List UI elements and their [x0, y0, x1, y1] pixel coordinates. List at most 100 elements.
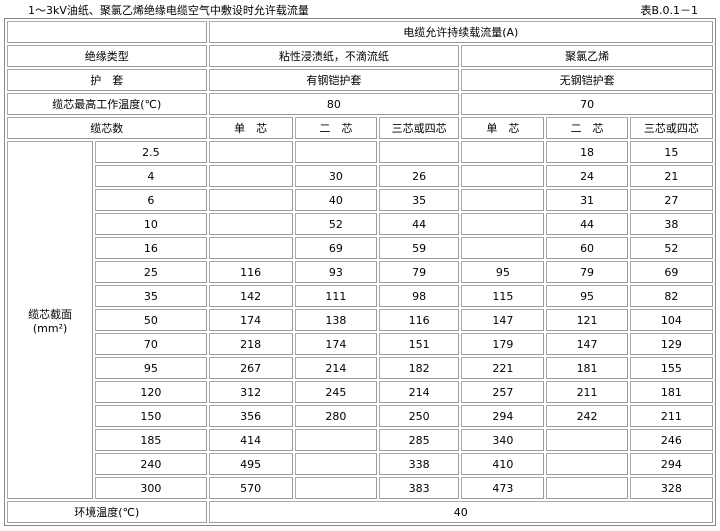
section-label-cell: 缆芯截面 (mm²) — [7, 141, 94, 499]
value-cell: 79 — [546, 261, 628, 283]
value-cell: 26 — [379, 165, 460, 187]
table-caption: 1～3kV油纸、聚氯乙烯绝缘电缆空气中敷设时允许载流量 — [28, 4, 309, 17]
value-cell: 69 — [294, 237, 377, 259]
insulation-label: 绝缘类型 — [7, 45, 207, 67]
value-cell: 111 — [294, 285, 377, 307]
table-row: 10 52 44 44 38 — [7, 213, 713, 235]
value-cell: 142 — [208, 285, 293, 307]
cores-header: 二 芯 — [294, 117, 377, 139]
value-cell — [208, 189, 293, 211]
value-cell: 245 — [294, 381, 377, 403]
value-cell: 44 — [379, 213, 460, 235]
size-cell: 240 — [95, 453, 207, 475]
value-cell — [294, 453, 377, 475]
value-cell: 60 — [546, 237, 628, 259]
value-cell: 155 — [629, 357, 713, 379]
sheath-label: 护 套 — [7, 69, 207, 91]
table-row: 120 312 245 214 257 211 181 — [7, 381, 713, 403]
value-cell: 52 — [629, 237, 713, 259]
header-row-insulation: 绝缘类型 粘性浸渍纸，不滴流纸 聚氯乙烯 — [7, 45, 713, 67]
value-cell: 27 — [629, 189, 713, 211]
section-unit: (mm²) — [32, 321, 68, 335]
value-cell — [461, 213, 545, 235]
size-cell: 300 — [95, 477, 207, 499]
value-cell: 40 — [294, 189, 377, 211]
value-cell: 24 — [546, 165, 628, 187]
value-cell: 211 — [546, 381, 628, 403]
value-cell — [546, 453, 628, 475]
size-cell: 25 — [95, 261, 207, 283]
value-cell: 294 — [461, 405, 545, 427]
value-cell: 95 — [461, 261, 545, 283]
ampacity-header: 电缆允许持续载流量(A) — [208, 21, 713, 43]
value-cell: 211 — [629, 405, 713, 427]
ambient-value: 40 — [208, 501, 713, 523]
value-cell: 181 — [629, 381, 713, 403]
value-cell: 79 — [379, 261, 460, 283]
header-row-temperature: 缆芯最高工作温度(℃) 80 70 — [7, 93, 713, 115]
value-cell: 328 — [629, 477, 713, 499]
value-cell: 95 — [546, 285, 628, 307]
value-cell: 52 — [294, 213, 377, 235]
size-cell: 10 — [95, 213, 207, 235]
value-cell: 15 — [629, 141, 713, 163]
value-cell: 280 — [294, 405, 377, 427]
size-cell: 16 — [95, 237, 207, 259]
header-row-sheath: 护 套 有钢铠护套 无钢铠护套 — [7, 69, 713, 91]
value-cell — [546, 429, 628, 451]
table-row: 25 116 93 79 95 79 69 — [7, 261, 713, 283]
value-cell: 383 — [379, 477, 460, 499]
size-cell: 70 — [95, 333, 207, 355]
value-cell: 129 — [629, 333, 713, 355]
table-row: 4 30 26 24 21 — [7, 165, 713, 187]
ampacity-table: 电缆允许持续载流量(A) 绝缘类型 粘性浸渍纸，不滴流纸 聚氯乙烯 护 套 有钢… — [4, 18, 716, 526]
value-cell — [294, 477, 377, 499]
value-cell: 104 — [629, 309, 713, 331]
header-row-cores: 缆芯数 单 芯 二 芯 三芯或四芯 单 芯 二 芯 三芯或四芯 — [7, 117, 713, 139]
value-cell: 116 — [208, 261, 293, 283]
value-cell: 44 — [546, 213, 628, 235]
value-cell: 214 — [379, 381, 460, 403]
size-cell: 120 — [95, 381, 207, 403]
value-cell: 356 — [208, 405, 293, 427]
value-cell: 246 — [629, 429, 713, 451]
table-row: 95 267 214 182 221 181 155 — [7, 357, 713, 379]
section-label: 缆芯截面 — [28, 307, 73, 321]
value-cell — [208, 141, 293, 163]
value-cell: 312 — [208, 381, 293, 403]
value-cell: 174 — [294, 333, 377, 355]
value-cell: 174 — [208, 309, 293, 331]
table-row: 240 495 338 410 294 — [7, 453, 713, 475]
value-cell: 338 — [379, 453, 460, 475]
size-cell: 35 — [95, 285, 207, 307]
cores-header: 单 芯 — [461, 117, 545, 139]
cores-header: 二 芯 — [546, 117, 628, 139]
value-cell — [294, 429, 377, 451]
value-cell: 116 — [379, 309, 460, 331]
value-cell — [208, 165, 293, 187]
value-cell: 18 — [546, 141, 628, 163]
value-cell: 147 — [546, 333, 628, 355]
value-cell: 59 — [379, 237, 460, 259]
value-cell: 138 — [294, 309, 377, 331]
insulation-paper: 粘性浸渍纸，不滴流纸 — [208, 45, 460, 67]
size-cell: 50 — [95, 309, 207, 331]
value-cell: 414 — [208, 429, 293, 451]
value-cell: 410 — [461, 453, 545, 475]
ambient-row: 环境温度(℃) 40 — [7, 501, 713, 523]
value-cell — [294, 141, 377, 163]
temp-paper: 80 — [208, 93, 460, 115]
value-cell: 257 — [461, 381, 545, 403]
size-cell: 150 — [95, 405, 207, 427]
cores-header: 三芯或四芯 — [379, 117, 460, 139]
value-cell: 242 — [546, 405, 628, 427]
value-cell: 35 — [379, 189, 460, 211]
value-cell: 21 — [629, 165, 713, 187]
table-row: 300 570 383 473 328 — [7, 477, 713, 499]
value-cell: 221 — [461, 357, 545, 379]
value-cell — [461, 141, 545, 163]
table-number: 表B.0.1－1 — [640, 4, 698, 17]
value-cell: 93 — [294, 261, 377, 283]
value-cell: 473 — [461, 477, 545, 499]
table-row: 35 142 111 98 115 95 82 — [7, 285, 713, 307]
